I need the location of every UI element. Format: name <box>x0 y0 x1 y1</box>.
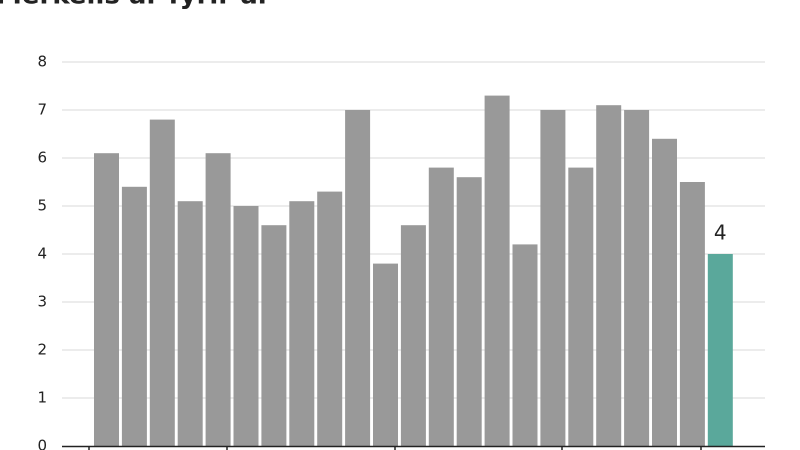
bar <box>289 201 315 446</box>
data-label: 4 <box>714 221 727 245</box>
y-tick-label: 2 <box>37 341 47 359</box>
bar <box>121 186 147 447</box>
y-tick-label: 1 <box>37 389 47 407</box>
bar <box>679 182 705 446</box>
bar <box>373 263 398 446</box>
y-tick-label: 7 <box>37 101 47 119</box>
bar <box>177 201 203 446</box>
bar <box>149 119 175 446</box>
bar <box>456 177 482 446</box>
bar <box>205 153 231 446</box>
bar <box>233 206 259 446</box>
bar <box>568 167 594 446</box>
bar <box>512 244 538 446</box>
y-tick-label: 5 <box>37 197 47 215</box>
chart-title: Merkelis ár fyrir ár <box>0 0 271 11</box>
bar <box>624 110 650 446</box>
bar <box>484 95 510 446</box>
bar <box>596 105 622 446</box>
bar <box>400 225 426 446</box>
y-tick-label: 8 <box>37 53 47 71</box>
bar <box>345 110 371 446</box>
y-tick-label: 3 <box>37 293 47 311</box>
bar <box>94 153 119 446</box>
y-tick-label: 0 <box>37 437 47 450</box>
bar <box>540 110 566 446</box>
bar <box>428 167 454 446</box>
y-tick-label: 4 <box>37 245 47 263</box>
bar <box>707 254 733 446</box>
bar <box>261 225 287 446</box>
bar <box>652 138 677 447</box>
y-tick-label: 6 <box>37 149 47 167</box>
bar <box>317 191 343 446</box>
